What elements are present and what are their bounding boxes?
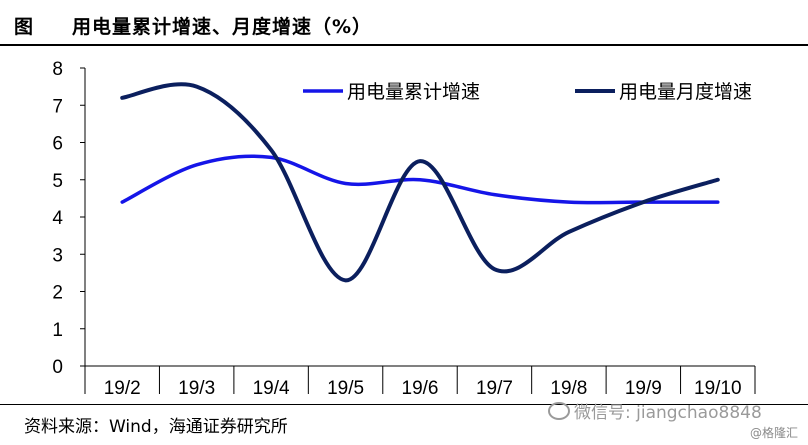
x-tick-label: 19/6 [402,378,439,399]
figure-prefix: 图 [14,16,34,38]
y-tick-label: 6 [52,134,63,155]
wechat-watermark: 微信号: jiangchao8848 [548,398,762,423]
x-tick-label: 19/2 [104,378,141,399]
legend-label-2: 用电量月度增速 [619,81,752,103]
y-tick-label: 1 [52,320,63,341]
y-tick-label: 3 [52,245,63,266]
brand-watermark: @格隆汇 [749,426,798,440]
legend-label-1: 用电量累计增速 [347,81,480,103]
x-tick-label: 19/3 [178,378,215,399]
chart-title: 用电量累计增速、月度增速（%） [72,16,373,38]
footer-divider [0,404,808,405]
line-chart: 0 1 2 3 4 5 6 7 8 19/2 19/3 19/4 19/5 19/6 19/7 19/8 19/… [52,59,756,399]
y-tick-label: 5 [52,171,63,192]
y-tick-label: 4 [52,208,63,229]
x-tick-label: 19/7 [476,378,513,399]
y-tick-label: 7 [52,96,63,117]
series-line-1 [120,154,720,205]
wechat-icon [548,402,570,420]
y-tick-label: 2 [52,283,63,304]
x-tick-label: 19/5 [327,378,364,399]
source-note: 资料来源：Wind，海通证券研究所 [24,417,288,437]
x-tick-label: 19/8 [550,378,587,399]
x-tick-label: 19/9 [625,378,662,399]
wechat-watermark-text: 微信号: jiangchao8848 [574,403,762,423]
y-tick-label: 0 [52,357,63,378]
series-line-2 [120,82,720,283]
x-tick-label: 19/4 [253,378,290,399]
chart-title-bar: 图 用电量累计增速、月度增速（%） [0,0,808,46]
y-tick-label: 8 [52,59,63,80]
x-tick-label: 19/10 [694,378,742,399]
